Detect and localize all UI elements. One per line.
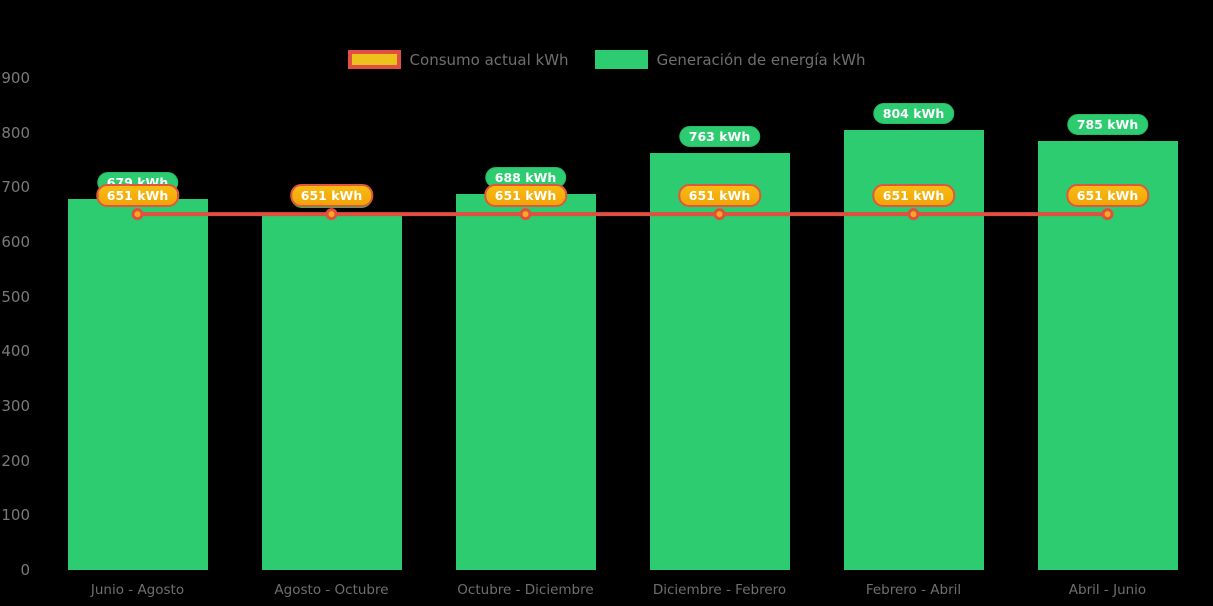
y-axis-tick-label: 0 xyxy=(20,561,30,579)
y-axis-tick-label: 600 xyxy=(1,233,30,251)
generacion-value-badge: 785 kWh xyxy=(1066,113,1149,135)
x-axis-category-label: Abril - Junio xyxy=(1068,582,1147,598)
consumo-point-marker[interactable] xyxy=(1101,208,1114,221)
x-axis-category-label: Diciembre - Febrero xyxy=(652,582,787,598)
y-axis-tick-label: 900 xyxy=(1,69,30,87)
y-axis-tick-label: 300 xyxy=(1,397,30,415)
x-axis-category-label: Agosto - Octubre xyxy=(274,582,389,598)
y-axis-tick-label: 500 xyxy=(1,287,30,306)
consumo-value-badge: 651 kWh xyxy=(95,184,180,208)
consumo-value-badge: 651 kWh xyxy=(289,184,374,208)
consumo-point-marker[interactable] xyxy=(325,208,338,221)
x-axis-category-label: Febrero - Abril xyxy=(865,582,962,598)
bar-generacion[interactable] xyxy=(455,193,596,570)
chart-legend: Consumo actual kWh Generación de energía… xyxy=(0,50,1213,69)
consumo-value-badge: 651 kWh xyxy=(1065,184,1150,208)
bar-generacion[interactable] xyxy=(261,214,402,570)
bar-generacion[interactable] xyxy=(649,152,790,570)
y-axis-tick-label: 400 xyxy=(1,342,30,361)
y-axis-tick-label: 800 xyxy=(1,123,30,142)
x-axis-category-label: Octubre - Diciembre xyxy=(457,582,594,598)
legend-item-generacion[interactable]: Generación de energía kWh xyxy=(594,50,866,69)
x-axis-category-label: Junio - Agosto xyxy=(90,582,185,598)
consumo-point-marker[interactable] xyxy=(907,208,920,221)
generacion-value-badge: 804 kWh xyxy=(872,103,955,125)
legend-label-consumo: Consumo actual kWh xyxy=(409,50,569,69)
y-axis-tick-label: 200 xyxy=(1,451,30,470)
legend-label-generacion: Generación de energía kWh xyxy=(656,50,866,69)
consumo-point-marker[interactable] xyxy=(131,208,144,221)
consumo-point-marker[interactable] xyxy=(519,208,532,221)
y-axis-tick-label: 100 xyxy=(1,506,30,525)
consumo-swatch-icon xyxy=(347,50,401,69)
generacion-swatch-icon xyxy=(594,50,648,69)
generacion-value-badge: 763 kWh xyxy=(678,125,761,147)
consumo-value-badge: 651 kWh xyxy=(871,184,956,208)
bar-generacion[interactable] xyxy=(67,198,208,570)
consumo-value-badge: 651 kWh xyxy=(483,184,568,208)
y-axis-tick-label: 700 xyxy=(1,178,30,197)
consumo-value-badge: 651 kWh xyxy=(677,184,762,208)
consumo-point-marker[interactable] xyxy=(713,208,726,221)
legend-item-consumo[interactable]: Consumo actual kWh xyxy=(347,50,569,69)
